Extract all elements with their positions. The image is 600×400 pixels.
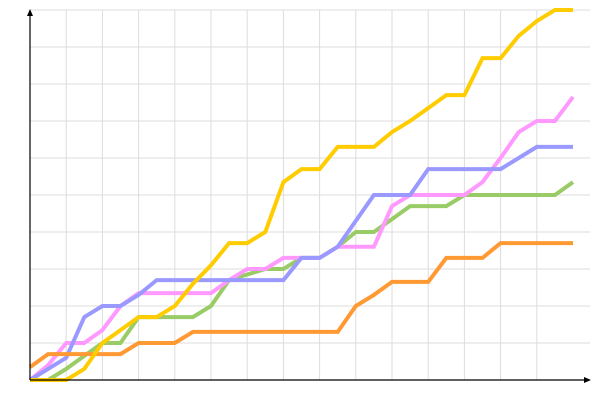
series-line-1 bbox=[30, 180, 575, 382]
series-line-5 bbox=[30, 8, 573, 382]
x-axis-arrow-icon bbox=[584, 377, 591, 383]
y-axis-arrow-icon bbox=[27, 9, 33, 16]
series-lines bbox=[28, 8, 575, 382]
series-line-3 bbox=[28, 144, 573, 382]
series-line-4 bbox=[28, 241, 573, 369]
axes bbox=[27, 9, 591, 383]
